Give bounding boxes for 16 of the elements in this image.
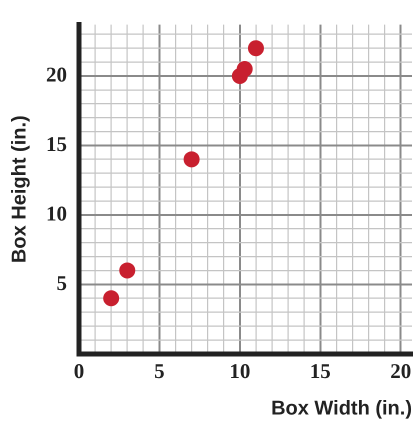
y-tick-label: 5	[56, 270, 67, 295]
x-tick-label: 15	[310, 358, 331, 383]
point	[103, 290, 120, 306]
y-tick-label: 10	[46, 201, 67, 226]
y-axis-title: Box Height (in.)	[8, 115, 31, 264]
y-tick-label: 20	[46, 62, 67, 86]
x-tick-label: 20	[390, 358, 412, 383]
point	[119, 262, 136, 278]
point	[184, 151, 200, 168]
x-axis-title: Box Width (in.)	[271, 398, 412, 420]
x-tick-label: 0	[74, 358, 84, 383]
x-tick-label: 10	[229, 358, 250, 383]
x-tick-label: 5	[154, 358, 165, 383]
point	[248, 40, 264, 56]
y-tick-label: 15	[46, 132, 67, 156]
point	[236, 61, 253, 78]
